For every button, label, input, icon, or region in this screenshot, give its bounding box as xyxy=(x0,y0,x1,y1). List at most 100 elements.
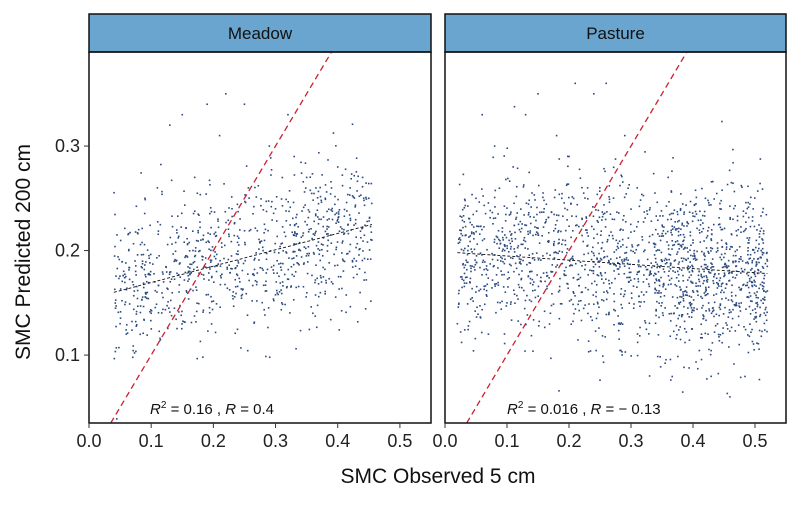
data-point xyxy=(121,299,123,302)
data-point xyxy=(514,302,516,305)
data-point xyxy=(763,290,765,293)
data-point xyxy=(274,207,277,210)
data-point xyxy=(326,228,328,230)
data-point xyxy=(688,211,691,213)
data-point xyxy=(600,234,602,236)
data-point xyxy=(763,277,765,280)
data-point xyxy=(655,249,658,252)
data-point xyxy=(497,229,500,232)
data-point xyxy=(341,174,344,176)
data-point xyxy=(232,297,234,300)
data-point xyxy=(119,288,122,290)
data-point xyxy=(219,265,222,268)
data-point xyxy=(520,277,523,280)
data-point xyxy=(670,218,672,221)
data-point xyxy=(763,274,766,277)
data-point xyxy=(720,208,722,210)
data-point xyxy=(564,207,566,210)
data-point xyxy=(646,268,649,271)
data-point xyxy=(753,197,756,199)
data-point xyxy=(763,282,765,284)
data-point xyxy=(262,269,264,271)
data-point xyxy=(678,261,681,263)
data-point xyxy=(728,271,731,274)
data-point xyxy=(233,295,236,298)
data-point xyxy=(255,252,257,254)
data-point xyxy=(300,161,302,164)
data-point xyxy=(558,390,560,392)
data-point xyxy=(347,252,349,255)
data-point xyxy=(131,320,133,323)
data-point xyxy=(718,279,721,282)
data-point xyxy=(499,301,501,304)
data-point xyxy=(353,257,355,260)
data-point xyxy=(491,279,494,281)
data-point xyxy=(746,281,749,284)
data-point xyxy=(660,251,663,254)
data-point xyxy=(632,307,635,309)
data-point xyxy=(731,272,733,274)
data-point xyxy=(185,290,188,292)
data-point xyxy=(317,222,320,225)
data-point xyxy=(758,378,761,381)
data-point xyxy=(281,205,284,207)
data-point xyxy=(592,270,595,272)
data-point xyxy=(625,257,628,259)
data-point xyxy=(572,277,575,279)
data-point xyxy=(297,285,300,288)
data-point xyxy=(643,274,645,276)
data-point xyxy=(613,308,615,311)
data-point xyxy=(594,263,597,266)
data-point xyxy=(566,251,568,254)
data-point xyxy=(326,210,328,213)
data-point xyxy=(535,219,537,222)
data-point xyxy=(661,232,664,235)
data-point xyxy=(117,311,120,314)
data-point xyxy=(590,250,593,253)
data-point xyxy=(566,219,568,221)
data-point xyxy=(501,250,504,252)
data-point xyxy=(622,219,624,221)
data-point xyxy=(320,218,322,221)
data-point xyxy=(237,253,239,256)
data-point xyxy=(135,350,137,353)
data-point xyxy=(748,291,751,294)
data-point xyxy=(501,300,503,303)
data-point xyxy=(762,207,765,210)
data-point xyxy=(525,323,527,326)
data-point xyxy=(284,235,287,238)
data-point xyxy=(557,242,560,245)
data-point xyxy=(530,300,533,303)
data-point xyxy=(567,165,569,168)
data-point xyxy=(746,237,749,239)
data-point xyxy=(704,332,707,335)
data-point xyxy=(691,270,694,273)
data-point xyxy=(721,228,724,231)
data-point xyxy=(255,283,258,286)
data-point xyxy=(724,252,726,255)
data-point xyxy=(701,336,703,339)
data-point xyxy=(720,228,723,231)
data-point xyxy=(228,235,230,238)
data-point xyxy=(710,375,712,378)
data-point xyxy=(690,303,693,305)
data-point xyxy=(144,264,146,266)
data-point xyxy=(664,262,667,265)
data-point xyxy=(340,309,343,312)
data-point xyxy=(327,208,330,211)
data-point xyxy=(293,243,295,245)
data-point xyxy=(136,297,139,300)
data-point xyxy=(140,265,143,268)
data-point xyxy=(334,195,336,198)
data-point xyxy=(654,288,656,291)
data-point xyxy=(114,307,117,309)
data-point xyxy=(613,293,615,295)
data-point xyxy=(543,310,546,313)
data-point xyxy=(620,228,622,230)
data-point xyxy=(726,392,729,395)
data-point xyxy=(710,250,712,252)
data-point xyxy=(472,350,475,352)
data-point xyxy=(472,213,475,216)
data-point xyxy=(202,356,204,358)
data-point xyxy=(555,266,557,268)
